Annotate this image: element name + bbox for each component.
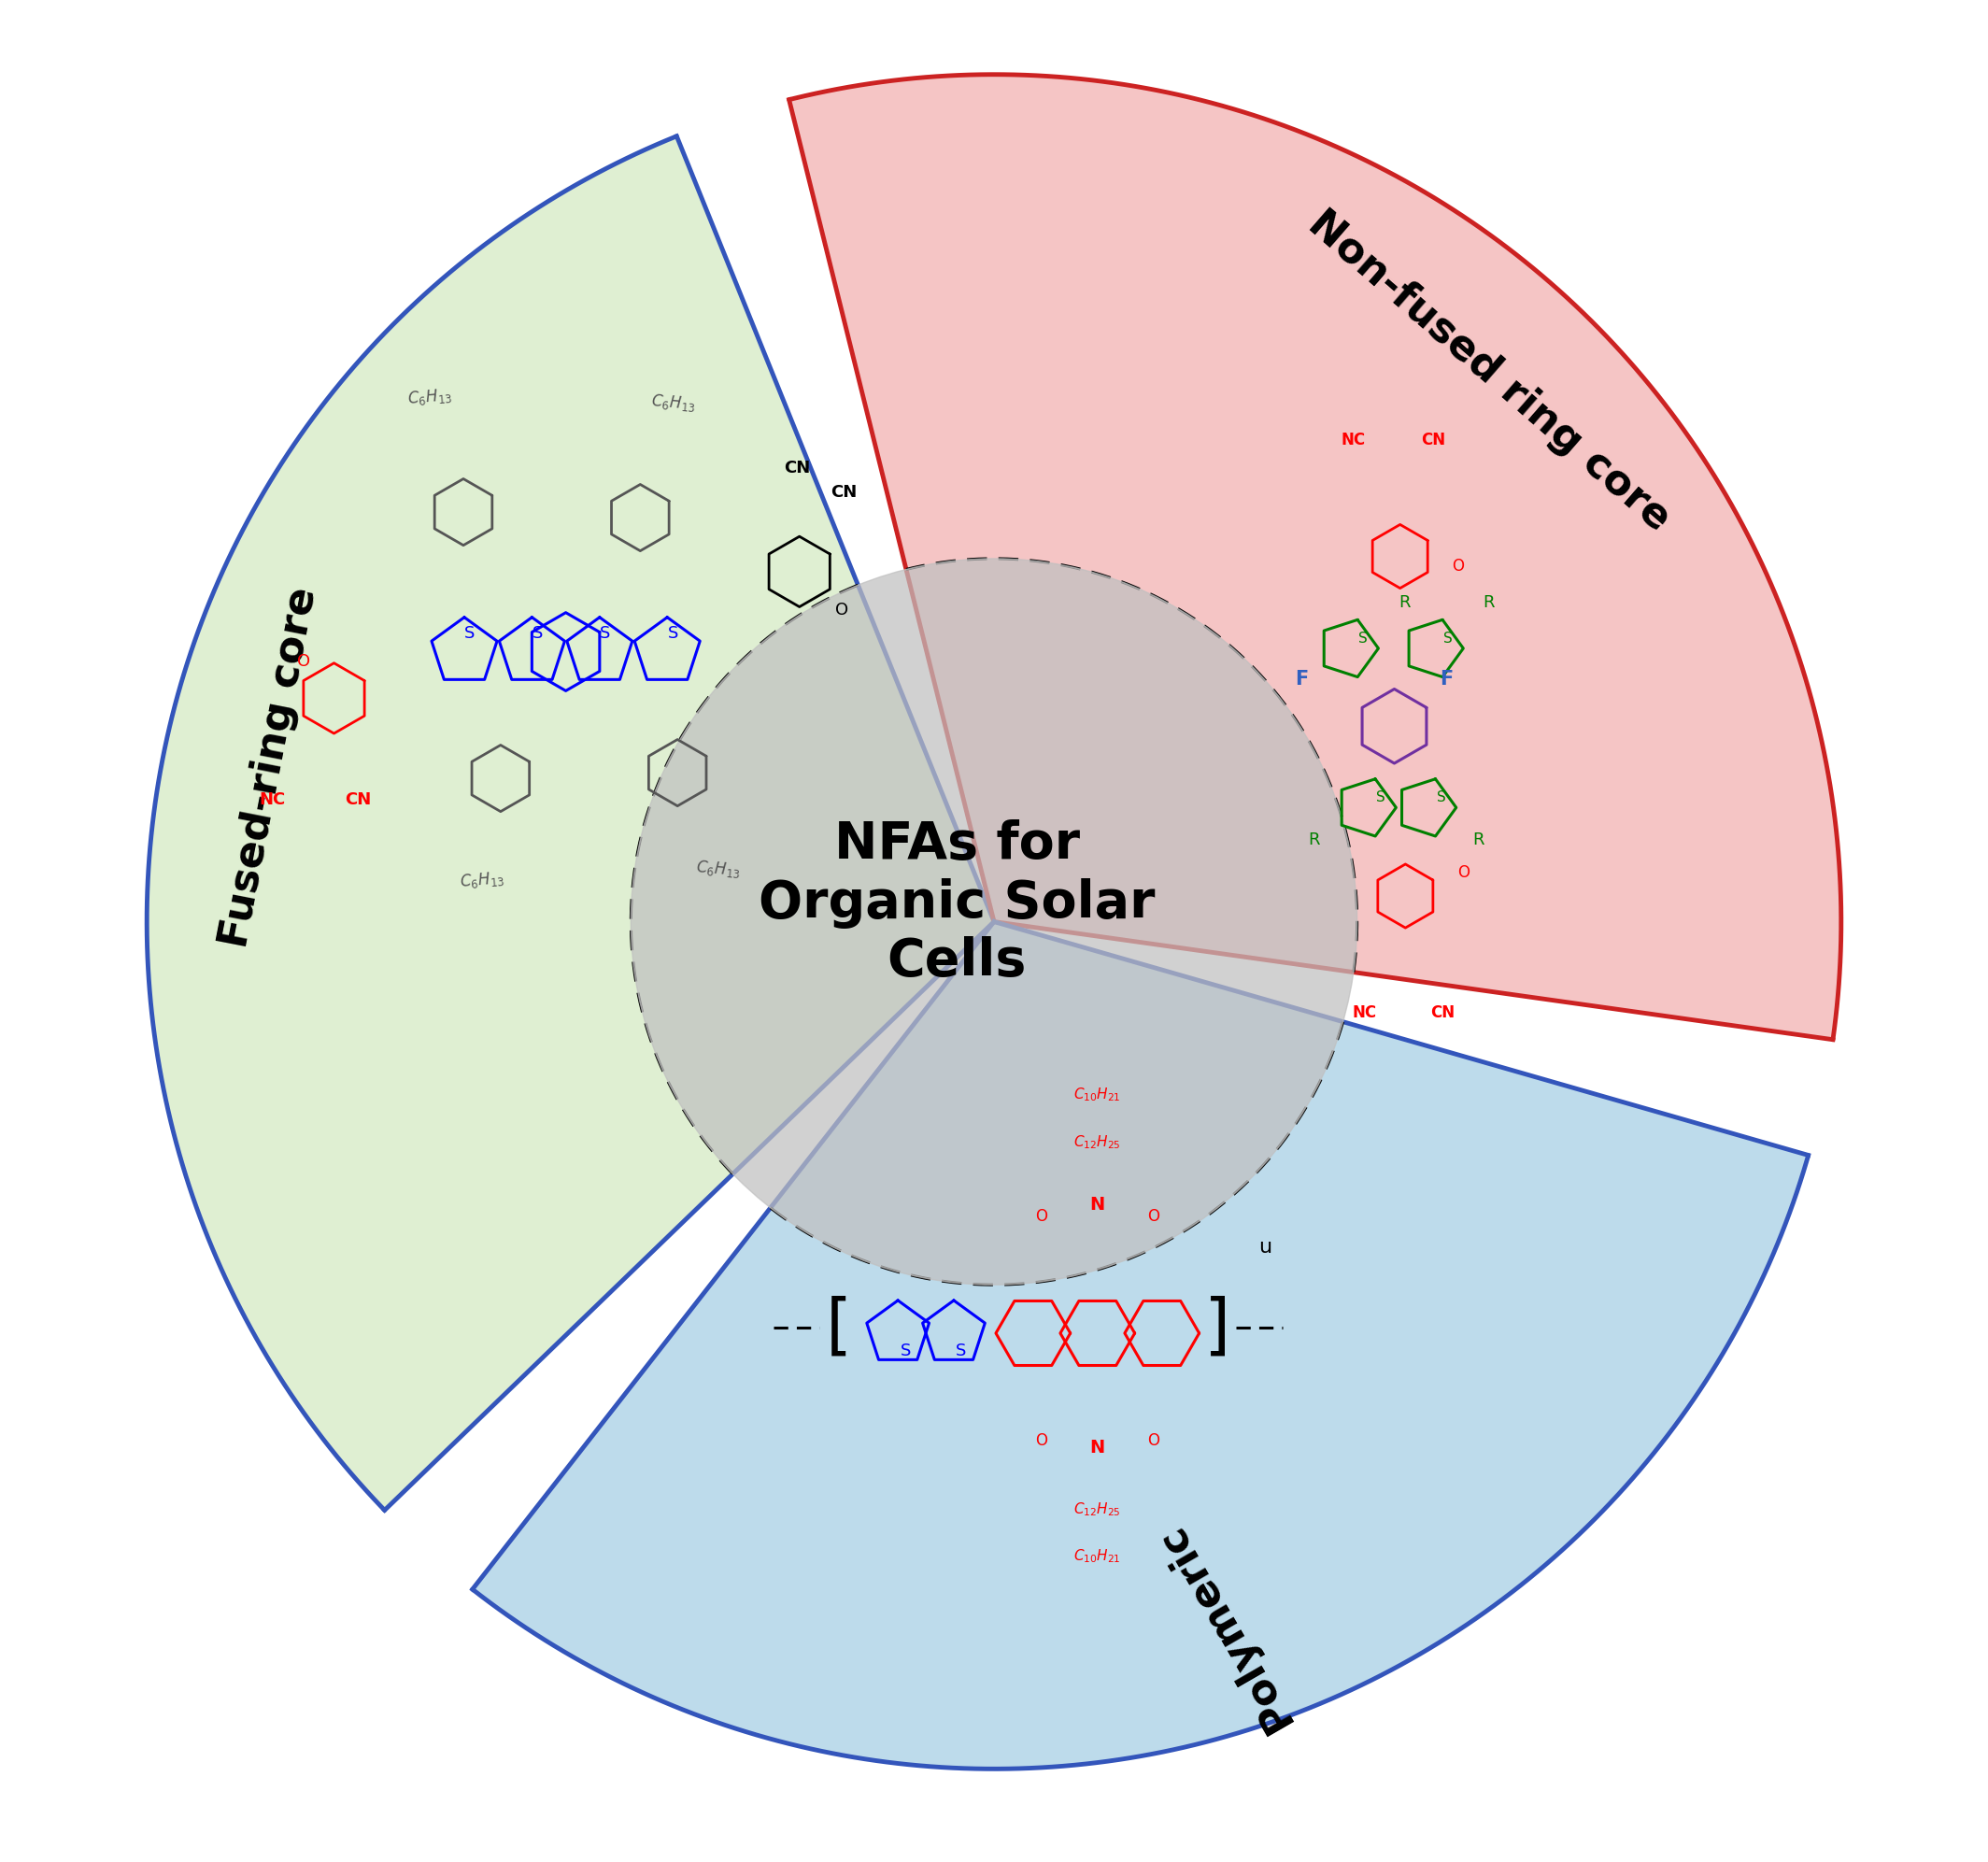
Text: O: O (1451, 559, 1465, 575)
Text: $C_{10}H_{21}$: $C_{10}H_{21}$ (1074, 1086, 1121, 1102)
Text: NFAs for
Organic Solar
Cells: NFAs for Organic Solar Cells (759, 819, 1155, 987)
Text: NC: NC (1342, 432, 1366, 449)
Text: Polymeric: Polymeric (1147, 1516, 1298, 1737)
Text: S: S (956, 1343, 966, 1359)
Text: NC: NC (258, 791, 286, 808)
Text: O: O (835, 601, 849, 618)
Text: [: [ (825, 1296, 851, 1359)
Text: R: R (1398, 594, 1409, 611)
Text: $C_6H_{13}$: $C_6H_{13}$ (408, 385, 453, 410)
Text: S: S (1376, 791, 1386, 804)
Text: S: S (668, 624, 678, 642)
Text: Non-fused ring core: Non-fused ring core (1300, 203, 1678, 540)
Text: S: S (1443, 631, 1453, 646)
Text: CN: CN (785, 460, 811, 477)
Text: Fused-ring core: Fused-ring core (215, 585, 324, 951)
Text: S: S (600, 624, 610, 642)
Text: S: S (1358, 631, 1368, 646)
Text: ]: ] (1205, 1296, 1231, 1359)
Text: O: O (1036, 1432, 1048, 1449)
Circle shape (630, 559, 1358, 1285)
Text: $C_{12}H_{25}$: $C_{12}H_{25}$ (1074, 1501, 1121, 1518)
Polygon shape (473, 922, 1809, 1769)
Text: CN: CN (346, 791, 372, 808)
Text: u: u (1258, 1238, 1272, 1257)
Text: $C_{10}H_{21}$: $C_{10}H_{21}$ (1074, 1547, 1121, 1564)
Text: $C_{12}H_{25}$: $C_{12}H_{25}$ (1074, 1134, 1121, 1151)
Text: CN: CN (1431, 1004, 1455, 1020)
Text: NC: NC (1352, 1004, 1376, 1020)
Text: O: O (1147, 1432, 1159, 1449)
Text: O: O (296, 654, 310, 670)
Text: O: O (1457, 864, 1469, 881)
Text: O: O (1147, 1208, 1159, 1225)
Text: O: O (1036, 1208, 1048, 1225)
Text: F: F (1439, 670, 1453, 689)
Text: S: S (1437, 791, 1445, 804)
Text: $C_6H_{13}$: $C_6H_{13}$ (696, 857, 742, 881)
Text: R: R (1483, 594, 1495, 611)
Text: CN: CN (831, 484, 857, 501)
Text: F: F (1294, 670, 1308, 689)
Text: $C_6H_{13}$: $C_6H_{13}$ (650, 391, 698, 415)
Text: CN: CN (1421, 432, 1445, 449)
Polygon shape (147, 136, 994, 1510)
Text: N: N (1089, 1195, 1105, 1214)
Text: R: R (1473, 832, 1485, 849)
Text: S: S (901, 1343, 911, 1359)
Text: N: N (1089, 1437, 1105, 1456)
Text: S: S (465, 624, 475, 642)
Text: S: S (533, 624, 543, 642)
Text: $C_6H_{13}$: $C_6H_{13}$ (459, 868, 505, 892)
Polygon shape (789, 74, 1841, 1039)
Text: R: R (1308, 832, 1320, 849)
